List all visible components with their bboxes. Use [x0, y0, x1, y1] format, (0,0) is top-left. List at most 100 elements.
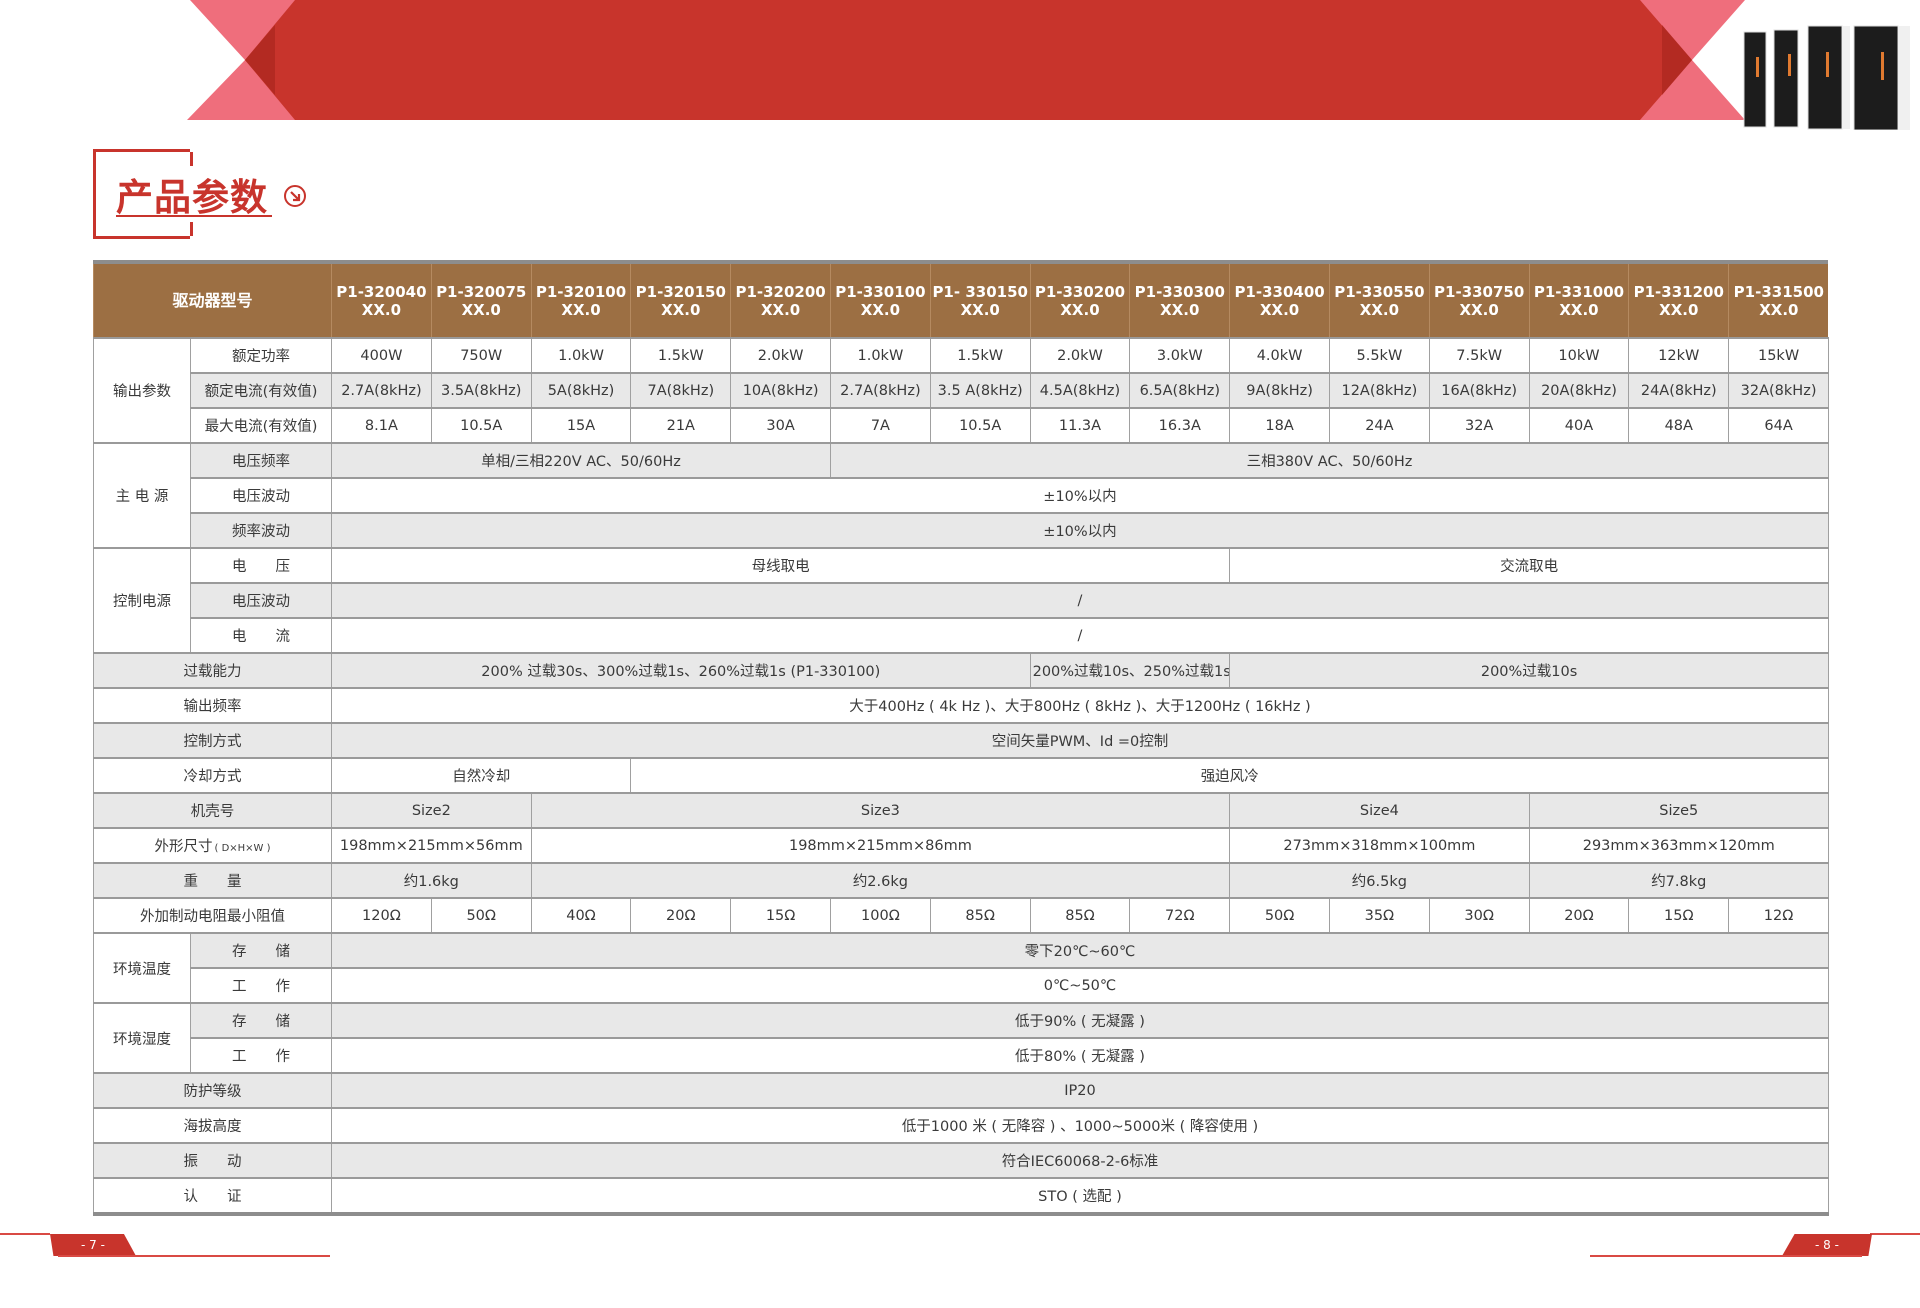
value-cell: 2.7A(8kHz) — [331, 372, 432, 409]
table-row: 环境湿度存 储低于90% ( 无凝露 ) — [93, 1002, 1829, 1074]
model-version: XX.0 — [860, 300, 901, 319]
footer-left-bottom-line — [58, 1255, 330, 1257]
value-cell: 低于1000 米 ( 无降容 ) 、1000~5000米 ( 降容使用 ) — [331, 1107, 1829, 1144]
value-cell: 零下20℃~60℃ — [331, 932, 1829, 969]
value-cell: Size5 — [1528, 792, 1829, 829]
row-label: 电 流 — [189, 617, 333, 654]
table-row: 电压波动 ±10%以内 — [94, 477, 1829, 514]
table-row: 海拔高度 低于1000 米 ( 无降容 ) 、1000~5000米 ( 降容使用 … — [92, 1107, 1829, 1144]
value-cell: Size4 — [1229, 792, 1530, 829]
model-version: XX.0 — [1259, 300, 1300, 319]
model-number: P1-330550 — [1334, 282, 1425, 301]
table-row: 输出参数 额定功率 400W 750W 1.0kW 1.5kW 2.0kW 1.0kW 1.5k… — [93, 337, 1829, 444]
row-label: 最大电流(有效值) — [189, 407, 333, 444]
model-header: P1-330300 XX.0 — [1129, 262, 1230, 338]
title-frame — [93, 149, 193, 239]
model-version: XX.0 — [1060, 300, 1100, 319]
value-cell: 空间矢量PWM、Id =0控制 — [331, 722, 1829, 759]
table-row: 过载能力 200% 过载30s、300%过载1s、260%过载1s (P1-330… — [92, 652, 1829, 689]
model-number: P1-320150 — [635, 282, 726, 301]
model-version: XX.0 — [760, 300, 801, 319]
value-cell: IP20 — [331, 1072, 1829, 1109]
row-label-text: 输出频率 — [183, 699, 242, 715]
table-row: 工 作 0℃~50℃ — [94, 967, 1829, 1004]
row-label-text: 外形尺寸 — [154, 839, 213, 855]
value-cell: 100Ω — [830, 897, 931, 934]
value-cell: 11.3A — [1029, 407, 1131, 444]
table-row: 振 动 符合IEC60068-2-6标准 — [92, 1142, 1829, 1179]
value-cell: 16A(8kHz) — [1428, 372, 1530, 409]
model-version: XX.0 — [1359, 300, 1400, 319]
row-label: 振 动 — [92, 1142, 333, 1179]
row-label: 控制方式 — [92, 722, 333, 759]
model-number: P1-331500 — [1733, 282, 1824, 301]
footer-right-bottom-line — [1590, 1255, 1862, 1257]
value-cell: 20Ω — [1528, 897, 1630, 934]
row-label: 冷却方式 — [92, 757, 333, 794]
value-cell: 2.0kW — [1029, 337, 1131, 374]
value-cell: 1.0kW — [530, 337, 632, 374]
row-label: 外形尺寸( D×H×W ) — [92, 827, 333, 864]
value-cell: ±10%以内 — [331, 477, 1829, 514]
group-label: 环境温度 — [93, 932, 191, 1004]
value-cell: 约2.6kg — [530, 862, 1231, 899]
value-cell: 3.0kW — [1129, 337, 1231, 374]
value-cell: 72Ω — [1129, 897, 1231, 934]
model-version: XX.0 — [1160, 300, 1200, 319]
group-label: 控制电源 — [93, 547, 191, 654]
value-cell: 400W — [331, 337, 432, 374]
value-cell: 1.0kW — [830, 337, 931, 374]
value-cell: 40Ω — [530, 897, 632, 934]
value-cell: ±10%以内 — [331, 512, 1829, 549]
row-label: 额定功率 — [189, 337, 333, 374]
value-cell: 16.3A — [1129, 407, 1231, 444]
model-number: P1-330750 — [1434, 282, 1525, 301]
group-label: 主 电 源 — [93, 442, 191, 549]
value-cell: 3.5 A(8kHz) — [929, 372, 1031, 409]
value-cell: 15Ω — [1628, 897, 1730, 934]
model-header: P1-330400 XX.0 — [1229, 262, 1330, 338]
value-cell: 4.5A(8kHz) — [1029, 372, 1131, 409]
value-cell: 约6.5kg — [1229, 862, 1530, 899]
value-cell: 2.7A(8kHz) — [830, 372, 931, 409]
model-header: P1- 330150 XX.0 — [929, 262, 1031, 338]
value-cell: 0℃~50℃ — [331, 967, 1829, 1004]
top-banner — [187, 0, 1745, 120]
table-row: 防护等级 IP20 — [92, 1072, 1829, 1109]
row-label-text: 冷却方式 — [183, 769, 242, 785]
value-cell: 1.5kW — [630, 337, 732, 374]
row-label: 存 储 — [189, 932, 333, 969]
footer-left-top-line — [0, 1233, 50, 1235]
model-number: P1-330400 — [1234, 282, 1325, 301]
group-label: 环境湿度 — [93, 1002, 191, 1074]
model-number: P1-320100 — [535, 282, 627, 301]
row-label: 存 储 — [189, 1002, 333, 1039]
value-cell: 5A(8kHz) — [530, 372, 632, 409]
value-cell: 64A — [1728, 407, 1829, 444]
model-header: P1-330100 XX.0 — [830, 262, 931, 338]
table-row: 电 流 / — [94, 617, 1829, 654]
value-cell: 5.5kW — [1328, 337, 1430, 374]
row-label: 电压波动 — [189, 477, 333, 514]
model-header: P1-320075 XX.0 — [430, 262, 532, 338]
value-cell: 273mm×318mm×100mm — [1229, 827, 1530, 864]
row-label-text: 防护等级 — [183, 1084, 242, 1100]
value-cell: 15kW — [1728, 337, 1829, 374]
table-row: 最大电流(有效值) 8.1A 10.5A 15A 21A 30A 7A 10.5A 11.3A 1… — [94, 407, 1829, 444]
value-cell: 符合IEC60068-2-6标准 — [331, 1142, 1829, 1179]
value-cell: 10.5A — [430, 407, 532, 444]
value-cell: 3.5A(8kHz) — [430, 372, 532, 409]
model-number: P1-320075 — [436, 282, 527, 301]
row-label: 频率波动 — [189, 512, 333, 549]
value-cell: 198mm×215mm×86mm — [530, 827, 1231, 864]
value-cell: 30A — [730, 407, 831, 444]
value-cell: 母线取电 — [331, 547, 1231, 584]
value-cell: 32A — [1428, 407, 1530, 444]
value-cell: 200%过载10s、250%过载1s — [1029, 652, 1231, 689]
value-cell: 7.5kW — [1428, 337, 1530, 374]
banner-band — [245, 0, 1692, 120]
value-cell: / — [331, 582, 1829, 619]
table-header-row: 驱动器型号 P1-320040 XX.0 P1-320075 XX.0 P1-320100… — [92, 262, 1829, 338]
model-version: XX.0 — [1559, 300, 1599, 319]
model-number: P1-331200 — [1633, 282, 1724, 301]
